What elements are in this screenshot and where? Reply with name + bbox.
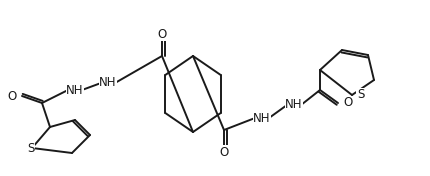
- Text: NH: NH: [285, 99, 303, 112]
- Text: O: O: [343, 96, 352, 109]
- Text: S: S: [357, 89, 364, 102]
- Text: NH: NH: [66, 83, 84, 96]
- Text: NH: NH: [253, 112, 271, 124]
- Text: S: S: [28, 142, 35, 155]
- Text: O: O: [157, 27, 167, 40]
- Text: NH: NH: [99, 77, 117, 90]
- Text: O: O: [8, 90, 17, 102]
- Text: O: O: [219, 146, 229, 159]
